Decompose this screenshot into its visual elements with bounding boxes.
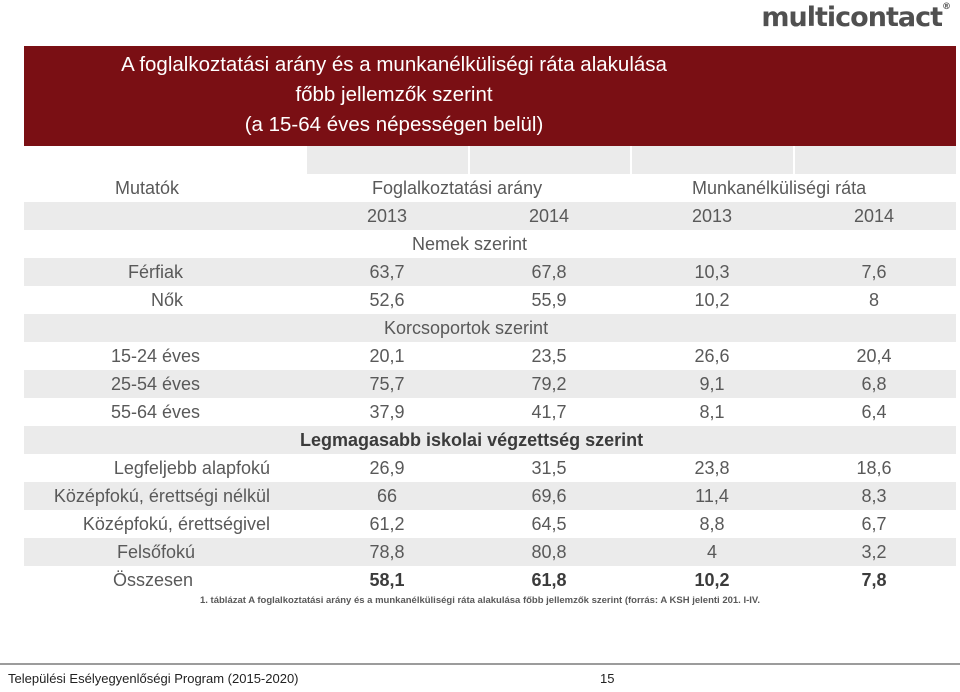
- table-cell: 9,1: [699, 374, 725, 394]
- column-separator: [630, 146, 632, 174]
- table-cell: 8,1: [699, 402, 725, 422]
- year-header: 2013: [691, 206, 733, 226]
- table-cell: 20,4: [856, 346, 892, 366]
- table-cell: 11,4: [695, 486, 729, 506]
- table-caption: 1. táblázat A foglalkoztatási arány és a…: [200, 595, 760, 606]
- footer-program-title: Települési Esélyegyenlőségi Program (201…: [8, 671, 299, 686]
- section-heading-age: Korcsoportok szerint: [384, 318, 549, 338]
- table-cell: 37,9: [369, 402, 405, 422]
- table-cell: 8,8: [699, 514, 725, 534]
- table-cell: 63,7: [369, 262, 405, 282]
- title-line-2: főbb jellemzők szerint: [295, 83, 493, 106]
- year-header: 2013: [366, 206, 408, 226]
- title-line-1: A foglalkoztatási arány és a munkanélkül…: [121, 53, 667, 76]
- table-cell: 41,7: [531, 402, 567, 422]
- table-cell: 6,8: [861, 374, 887, 394]
- table-cell: 18,6: [856, 458, 892, 478]
- row-label: 25-54 éves: [110, 374, 200, 394]
- footer-divider: [0, 663, 960, 665]
- table-cell: 8,3: [861, 486, 887, 506]
- row-label: 55-64 éves: [110, 402, 200, 422]
- page-title: A foglalkoztatási arány és a munkanélkül…: [24, 50, 764, 140]
- multicontact-logo: multicontact®: [761, 2, 951, 33]
- row-stripe: [24, 426, 956, 454]
- table-cell: 66: [376, 486, 398, 506]
- table-cell-total: 7,8: [861, 570, 887, 590]
- table-cell: 6,7: [861, 514, 887, 534]
- title-banner: [24, 46, 956, 146]
- table-cell: 69,6: [531, 486, 567, 506]
- column-header-mutatok: Mutatók: [115, 178, 180, 198]
- table-cell: 4: [706, 542, 717, 562]
- row-stripe: [24, 482, 956, 510]
- table-cell: 79,2: [531, 374, 567, 394]
- column-group-foglalkoztatasi: Foglalkoztatási arány: [372, 178, 543, 198]
- table-cell-total: 61,8: [531, 570, 567, 590]
- table-cell: 31,5: [531, 458, 567, 478]
- table-cell-total: 10,2: [694, 570, 730, 590]
- table-cell: 26,9: [369, 458, 405, 478]
- table-cell: 64,5: [531, 514, 567, 534]
- table-cell-total: 58,1: [369, 570, 405, 590]
- section-heading-education: Legmagasabb iskolai végzettség szerint: [300, 430, 644, 450]
- row-label: Középfokú, érettségi nélkül: [53, 486, 270, 506]
- row-stripe: [24, 538, 956, 566]
- table-cell: 10,2: [694, 290, 730, 310]
- table-cell: 7,6: [861, 262, 887, 282]
- row-label: Nők: [150, 290, 183, 310]
- section-heading-gender: Nemek szerint: [412, 234, 528, 254]
- table-cell: 10,3: [694, 262, 730, 282]
- title-line-3: (a 15-64 éves népességen belül): [244, 113, 544, 136]
- table-cell: 78,8: [369, 542, 405, 562]
- table-cell: 52,6: [369, 290, 405, 310]
- table-cell: 26,6: [694, 346, 730, 366]
- table-cell: 3,2: [861, 542, 887, 562]
- column-separator: [468, 146, 470, 174]
- row-label: 15-24 éves: [110, 346, 200, 366]
- row-stripe: [24, 258, 956, 286]
- table-cell: 55,9: [531, 290, 567, 310]
- table-cell: 6,4: [861, 402, 887, 422]
- table-cell: 20,1: [369, 346, 405, 366]
- year-header: 2014: [528, 206, 570, 226]
- row-stripe: [24, 202, 956, 230]
- page-number: 15: [600, 671, 615, 686]
- row-label: Legfeljebb alapfokú: [113, 458, 270, 478]
- row-stripe: [24, 314, 956, 342]
- row-stripe: [24, 370, 956, 398]
- table-cell: 61,2: [369, 514, 405, 534]
- table-cell: 8: [868, 290, 879, 310]
- table-cell: 23,8: [694, 458, 730, 478]
- row-label: Középfokú, érettségivel: [82, 514, 270, 534]
- table-cell: 75,7: [369, 374, 405, 394]
- table-cell: 23,5: [531, 346, 567, 366]
- year-header: 2014: [853, 206, 895, 226]
- row-label: Felsőfokú: [116, 542, 195, 562]
- column-group-munkanelkulisegi: Munkanélküliségi ráta: [692, 178, 867, 198]
- row-label-total: Összesen: [112, 570, 193, 590]
- row-label: Férfiak: [127, 262, 183, 282]
- table-cell: 67,8: [531, 262, 567, 282]
- table-cell: 80,8: [531, 542, 567, 562]
- column-separator: [305, 146, 307, 174]
- column-separator: [793, 146, 795, 174]
